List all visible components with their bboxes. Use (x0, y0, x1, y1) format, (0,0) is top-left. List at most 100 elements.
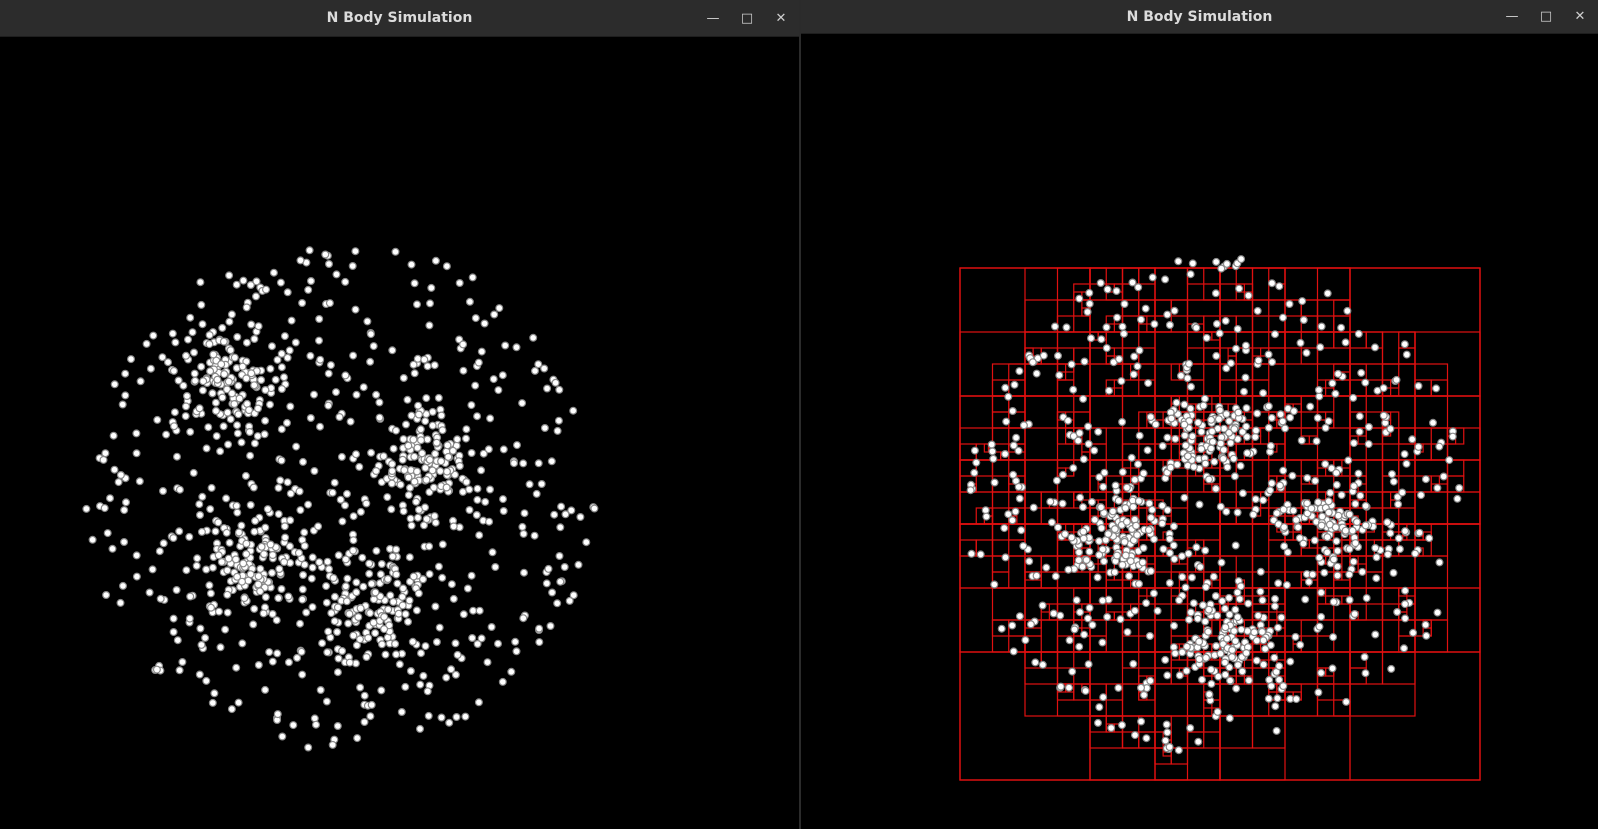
body-particle (223, 566, 232, 575)
body-particle (196, 278, 205, 287)
body-particle (1118, 468, 1127, 477)
body-particle (501, 341, 510, 350)
minimize-icon[interactable]: — (706, 10, 720, 26)
body-particle (162, 430, 171, 439)
body-particle (254, 580, 263, 589)
simulation-window-right[interactable]: N Body Simulation — □ ✕ (801, 0, 1598, 829)
body-particle (1113, 551, 1122, 560)
body-particle (1019, 421, 1028, 430)
body-particle (225, 538, 234, 547)
maximize-icon[interactable]: □ (1539, 9, 1553, 24)
window-titlebar[interactable]: N Body Simulation — □ ✕ (801, 0, 1598, 34)
body-particle (1261, 644, 1270, 653)
body-particle (1074, 436, 1083, 445)
body-particle (1356, 491, 1365, 500)
body-particle (345, 658, 354, 667)
body-particle (1233, 325, 1242, 334)
minimize-icon[interactable]: — (1505, 9, 1519, 24)
body-particle (1067, 533, 1076, 542)
body-particle (431, 602, 440, 611)
close-icon[interactable]: ✕ (1574, 9, 1586, 24)
body-particle (518, 522, 527, 531)
body-particle (555, 385, 564, 394)
body-particle (1192, 323, 1201, 332)
body-particle (1354, 329, 1363, 338)
body-particle (543, 384, 552, 393)
simulation-canvas[interactable] (801, 34, 1598, 829)
close-icon[interactable]: ✕ (775, 10, 787, 26)
body-particle (1186, 723, 1195, 732)
body-particle (341, 555, 350, 564)
body-particle (1220, 658, 1229, 667)
body-particle (1295, 534, 1304, 543)
body-particle (1321, 460, 1330, 469)
window-title: N Body Simulation (1126, 8, 1273, 25)
body-particle (1349, 482, 1358, 491)
body-particle (328, 740, 337, 749)
body-particle (1100, 468, 1109, 477)
body-particle (532, 489, 541, 498)
body-particle (1039, 351, 1048, 360)
body-particle (219, 422, 228, 431)
body-particle (1118, 418, 1127, 427)
body-particle (1221, 670, 1230, 679)
body-particle (394, 609, 403, 618)
body-particle (982, 512, 991, 521)
body-particle (1097, 524, 1106, 533)
maximize-icon[interactable]: □ (740, 10, 754, 26)
body-particle (300, 560, 309, 569)
body-particle (507, 667, 516, 676)
body-particle (1087, 334, 1096, 343)
body-particle (1137, 717, 1146, 726)
body-particle (351, 247, 360, 256)
body-particle (443, 441, 452, 450)
body-particle (406, 577, 415, 586)
window-titlebar[interactable]: N Body Simulation — □ ✕ (0, 0, 799, 37)
body-particle (1297, 436, 1306, 445)
body-particle (1341, 338, 1350, 347)
body-particle (1333, 546, 1342, 555)
body-particle (238, 639, 247, 648)
body-particle (299, 457, 308, 466)
body-particle (1238, 667, 1247, 676)
body-particle (418, 449, 427, 458)
body-particle (191, 376, 200, 385)
body-particle (325, 299, 334, 308)
body-particle (1394, 500, 1403, 509)
body-particle (146, 364, 155, 373)
body-particle (1225, 663, 1234, 672)
body-particle (1002, 417, 1011, 426)
body-particle (1180, 431, 1189, 440)
body-particle (510, 459, 519, 468)
body-particle (1342, 697, 1351, 706)
body-particle (1344, 456, 1353, 465)
body-particle (1038, 660, 1047, 669)
body-particle (276, 278, 285, 287)
body-particle (197, 362, 206, 371)
body-particle (285, 346, 294, 355)
body-particle (116, 471, 125, 480)
body-particle (283, 353, 292, 362)
body-particle (1348, 526, 1357, 535)
body-particle (1144, 379, 1153, 388)
body-particle (1254, 611, 1263, 620)
body-particle (372, 390, 381, 399)
body-particle (316, 685, 325, 694)
body-particle (392, 650, 401, 659)
body-particle (1230, 472, 1239, 481)
body-particle (246, 570, 255, 579)
body-particle (1110, 568, 1119, 577)
body-particle (121, 369, 130, 378)
body-particle (136, 377, 145, 386)
body-particle (1242, 648, 1251, 657)
body-particle (967, 549, 976, 558)
body-particle (1249, 510, 1258, 519)
simulation-canvas[interactable] (0, 37, 799, 829)
body-particle (1093, 573, 1102, 582)
body-particle (416, 680, 425, 689)
body-particle (212, 432, 221, 441)
simulation-window-left[interactable]: N Body Simulation — □ ✕ (0, 0, 799, 829)
body-particle (551, 378, 560, 387)
body-particle (330, 617, 339, 626)
body-particle (1317, 668, 1326, 677)
